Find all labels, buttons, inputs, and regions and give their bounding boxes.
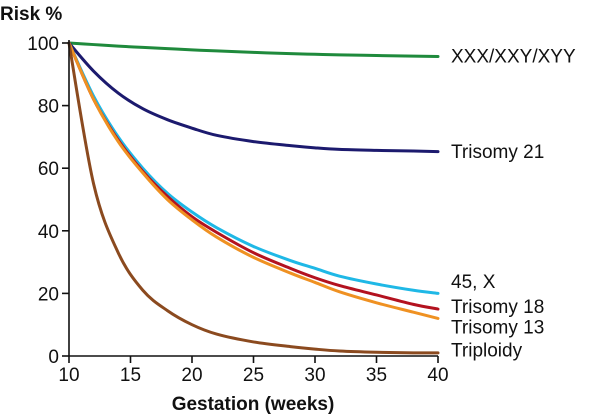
series-line-xxx-xxy-xyy — [67, 41, 440, 58]
series-label-trisomy-13: Trisomy 13 — [451, 317, 544, 338]
series-label-xxx-xxy-xyy: XXX/XXY/XYY — [451, 47, 576, 68]
x-axis-title: Gestation (weeks) — [172, 394, 335, 414]
y-tick-label-2: 40 — [38, 222, 59, 243]
series-line-triploidy — [67, 41, 440, 355]
y-tick-label-0: 0 — [48, 347, 59, 368]
series-label-45-x: 45, X — [451, 272, 496, 293]
y-ticks: 0 20 40 60 80 100 — [27, 34, 69, 368]
x-ticks: 10 15 20 25 30 35 40 — [58, 356, 449, 386]
x-tick-label-5: 35 — [366, 365, 387, 386]
series-line-45-x — [67, 41, 440, 295]
series-label-triploidy: Triploidy — [451, 341, 523, 362]
series-line-trisomy-21 — [67, 41, 440, 154]
y-tick-label-4: 80 — [38, 97, 59, 118]
y-tick-label-1: 20 — [38, 284, 59, 305]
series-line-trisomy-18 — [67, 41, 440, 311]
series-label-trisomy-18: Trisomy 18 — [451, 297, 544, 318]
series-labels: XXX/XXY/XYY Trisomy 21 45, X Trisomy 18Tris… — [451, 47, 576, 362]
series-line-trisomy-13 — [67, 41, 440, 320]
y-tick-label-3: 60 — [38, 159, 59, 180]
y-axis-title: Risk % — [0, 4, 62, 25]
y-tick-label-5: 100 — [27, 34, 59, 55]
x-tick-label-4: 30 — [304, 365, 325, 386]
x-tick-label-2: 20 — [181, 365, 202, 386]
x-tick-label-0: 10 — [58, 365, 79, 386]
series-layer — [67, 41, 440, 355]
x-tick-label-3: 25 — [243, 365, 264, 386]
x-tick-label-6: 40 — [427, 365, 448, 386]
series-label-trisomy-21: Trisomy 21 — [451, 142, 544, 163]
x-tick-label-1: 15 — [120, 365, 141, 386]
